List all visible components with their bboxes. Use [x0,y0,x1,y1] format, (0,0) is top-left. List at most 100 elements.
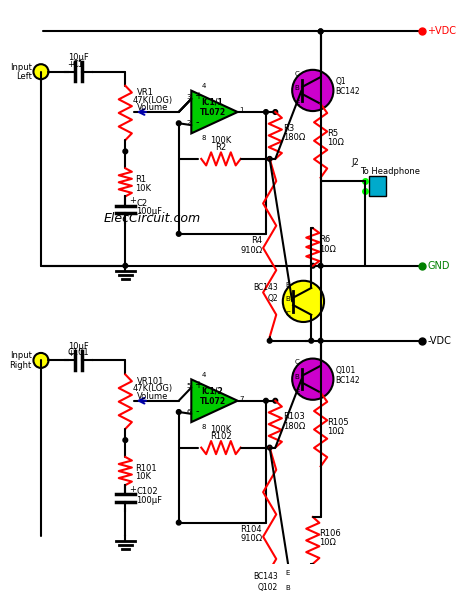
Text: BC143: BC143 [254,572,278,581]
Text: 7: 7 [240,396,244,402]
Text: R5: R5 [327,129,338,138]
Text: B: B [295,85,300,91]
Text: 100μF: 100μF [136,207,163,216]
Text: 10Ω: 10Ω [319,538,336,547]
Text: VR101: VR101 [136,377,164,386]
Text: Q101: Q101 [335,365,355,374]
Text: C2: C2 [136,199,148,208]
Text: 10Ω: 10Ω [327,139,344,148]
Text: E: E [295,389,300,395]
Circle shape [267,338,272,343]
Text: C: C [285,311,290,317]
Text: 6: 6 [186,409,191,415]
Text: +: + [129,196,136,205]
Text: Q1: Q1 [335,77,346,86]
Circle shape [267,157,272,161]
Text: To Headphone: To Headphone [360,167,420,176]
Text: C1: C1 [73,59,84,68]
Circle shape [123,438,127,442]
Circle shape [292,359,333,400]
Text: 10Ω: 10Ω [319,245,336,254]
Text: C102: C102 [136,487,158,496]
Text: C101: C101 [68,348,89,357]
Text: 180Ω: 180Ω [283,422,305,431]
Text: +: + [68,61,74,70]
Text: 180Ω: 180Ω [283,133,305,142]
Circle shape [318,29,323,34]
Text: C: C [295,359,300,365]
Text: 100K: 100K [210,425,232,434]
Text: R104: R104 [241,525,262,534]
Text: -: - [196,117,199,127]
Text: TL072: TL072 [199,397,226,406]
Circle shape [263,110,268,115]
Polygon shape [191,379,238,422]
Text: R2: R2 [215,143,226,152]
Text: -: - [196,406,199,416]
Text: +VDC: +VDC [427,26,456,37]
Text: 2: 2 [186,120,191,126]
Circle shape [273,398,278,403]
Text: R1: R1 [134,175,146,184]
Text: 1: 1 [240,107,244,113]
Text: E: E [295,100,300,106]
Text: R6: R6 [319,235,331,244]
Text: IC1/1: IC1/1 [202,98,223,107]
Text: R102: R102 [210,432,232,441]
Text: 47K(LOG): 47K(LOG) [133,385,173,394]
Text: 5: 5 [186,383,191,389]
Text: +: + [68,349,74,358]
Text: 4: 4 [202,371,206,377]
Circle shape [177,121,181,125]
Circle shape [123,263,127,268]
Circle shape [309,338,314,343]
Text: GND: GND [427,261,450,271]
Circle shape [177,520,181,525]
Text: 8: 8 [202,135,206,141]
Text: 10K: 10K [134,472,151,481]
Text: 910Ω: 910Ω [240,245,262,254]
Text: B: B [295,374,300,380]
Text: TL072: TL072 [199,108,226,117]
Text: Volume: Volume [136,392,168,401]
Circle shape [283,569,324,600]
Text: 100K: 100K [210,136,232,145]
Text: B: B [285,296,290,302]
Text: E: E [286,281,290,287]
Text: BC142: BC142 [335,376,360,385]
Text: +: + [129,485,136,494]
Text: 10K: 10K [134,184,151,193]
Circle shape [267,445,272,450]
Text: J2: J2 [351,158,359,167]
Text: B: B [285,585,290,591]
Circle shape [318,263,323,268]
Text: ElecCircuit.com: ElecCircuit.com [104,212,201,224]
Text: 10μF: 10μF [68,53,89,62]
Circle shape [177,232,181,236]
Text: 8: 8 [202,424,206,430]
Text: 10μF: 10μF [68,341,89,350]
Text: 4: 4 [202,83,206,89]
Circle shape [318,338,323,343]
Text: VR1: VR1 [136,88,154,97]
Polygon shape [191,91,238,133]
Text: -VDC: -VDC [427,336,451,346]
Circle shape [318,29,323,34]
Text: 47K(LOG): 47K(LOG) [133,95,173,104]
Text: Volume: Volume [136,103,168,112]
Text: R3: R3 [283,124,294,133]
Text: R103: R103 [283,412,304,421]
Circle shape [34,353,49,368]
Text: IC1/2: IC1/2 [202,386,223,395]
Circle shape [123,149,127,154]
Circle shape [34,64,49,79]
Circle shape [292,70,333,111]
Text: BC143: BC143 [254,283,278,292]
Text: R105: R105 [327,418,349,427]
Text: R101: R101 [134,464,156,473]
Text: BC142: BC142 [335,87,360,96]
Text: 910Ω: 910Ω [240,535,262,544]
Circle shape [273,110,278,115]
Text: Input: Input [10,62,32,71]
Text: +: + [194,91,202,101]
